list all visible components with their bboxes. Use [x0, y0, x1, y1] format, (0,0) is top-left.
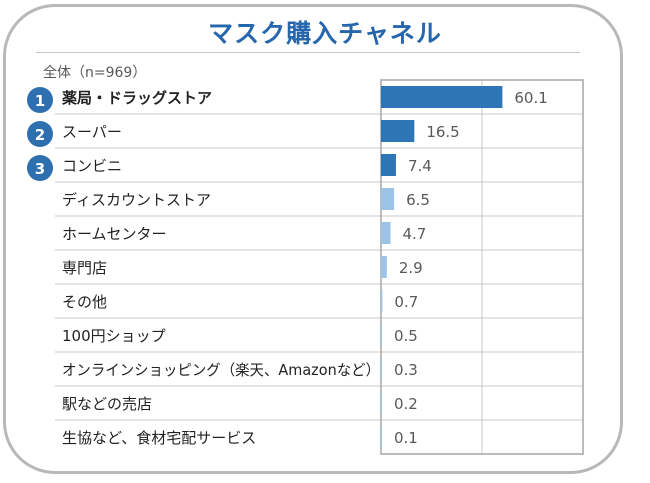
data-label: 2.9	[399, 259, 423, 277]
rank-badge	[27, 87, 53, 113]
category-label: 駅などの売店	[62, 395, 152, 413]
rank-number: 2	[35, 126, 45, 144]
category-label: 生協など、食材宅配サービス	[62, 429, 256, 447]
bar	[381, 290, 383, 312]
chart-subtitle: 全体（n=969）	[43, 65, 147, 81]
rounded-frame	[3, 4, 623, 474]
data-label: 0.2	[394, 395, 418, 413]
rank-number: 3	[35, 160, 45, 178]
rank-number: 1	[35, 92, 45, 110]
data-label: 16.5	[426, 123, 459, 141]
category-label: 専門店	[62, 259, 107, 277]
bar	[381, 426, 382, 448]
rank-badge	[27, 121, 53, 147]
bar	[381, 154, 396, 176]
category-label: コンビニ	[62, 157, 122, 175]
bar	[381, 358, 382, 380]
data-label: 6.5	[406, 191, 430, 209]
category-label: 薬局・ドラッグストア	[61, 89, 212, 107]
bar	[381, 188, 395, 210]
category-label: ディスカウントストア	[62, 191, 211, 209]
chart-title: マスク購入チャネル	[208, 19, 442, 48]
bar	[381, 120, 415, 142]
title-divider	[36, 52, 580, 53]
category-label: その他	[62, 293, 107, 311]
data-label: 0.5	[394, 327, 418, 345]
category-label: スーパー	[62, 123, 122, 141]
data-label: 0.1	[394, 429, 418, 447]
data-label: 4.7	[402, 225, 426, 243]
category-label: オンラインショッピング（楽天、Amazonなど）	[62, 361, 380, 379]
bar	[381, 324, 383, 346]
bar	[381, 222, 391, 244]
bar	[381, 256, 387, 278]
data-label: 0.7	[394, 293, 418, 311]
data-label: 0.3	[394, 361, 418, 379]
category-label: 100円ショップ	[62, 327, 166, 345]
data-label: 60.1	[514, 89, 547, 107]
rank-badge	[27, 155, 53, 181]
data-label: 7.4	[408, 157, 432, 175]
bar	[381, 86, 503, 108]
bar	[381, 392, 382, 414]
category-label: ホームセンター	[62, 225, 167, 243]
